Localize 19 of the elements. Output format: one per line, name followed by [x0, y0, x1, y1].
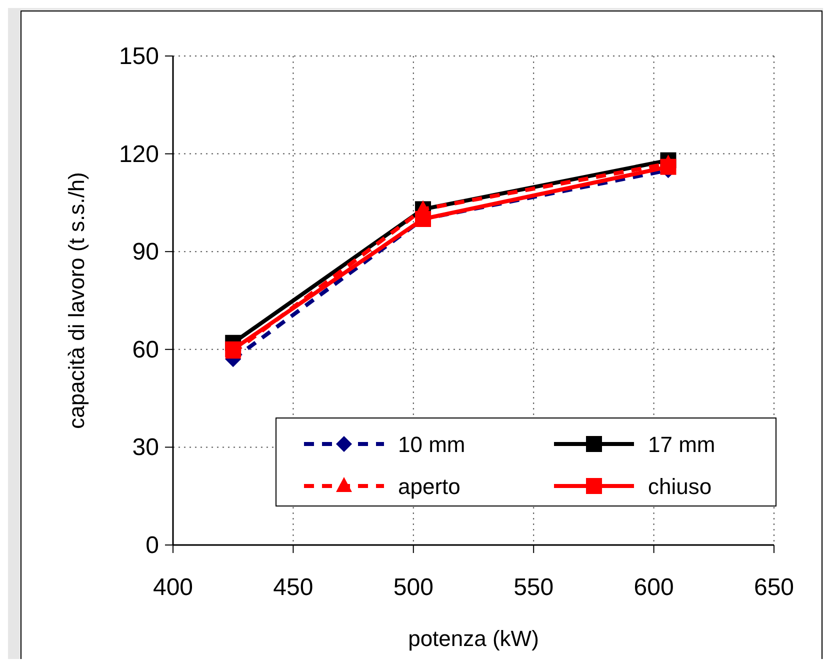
- y-axis-title: capacità di lavoro (t s.s./h): [64, 172, 89, 429]
- x-tick-label: 550: [514, 574, 554, 601]
- x-axis-title: potenza (kW): [408, 626, 539, 651]
- legend-label: chiuso: [648, 474, 712, 499]
- legend-label: aperto: [398, 474, 460, 499]
- y-tick-label: 150: [118, 43, 159, 70]
- y-tick-label: 30: [132, 434, 159, 462]
- x-tick-label: 450: [273, 574, 314, 601]
- x-tick-label: 400: [152, 574, 194, 601]
- y-tick-label: 90: [132, 238, 159, 266]
- x-tick-label: 500: [393, 574, 434, 601]
- y-tick-label: 60: [132, 336, 159, 364]
- legend-label: 10 mm: [398, 432, 466, 457]
- x-tick-label: 600: [634, 574, 674, 601]
- point: [660, 158, 676, 175]
- y-tick-label: 0: [146, 532, 159, 559]
- x-tick-label: 650: [754, 574, 794, 601]
- legend-label: 17 mm: [648, 432, 716, 457]
- y-tick-label: 120: [118, 140, 159, 168]
